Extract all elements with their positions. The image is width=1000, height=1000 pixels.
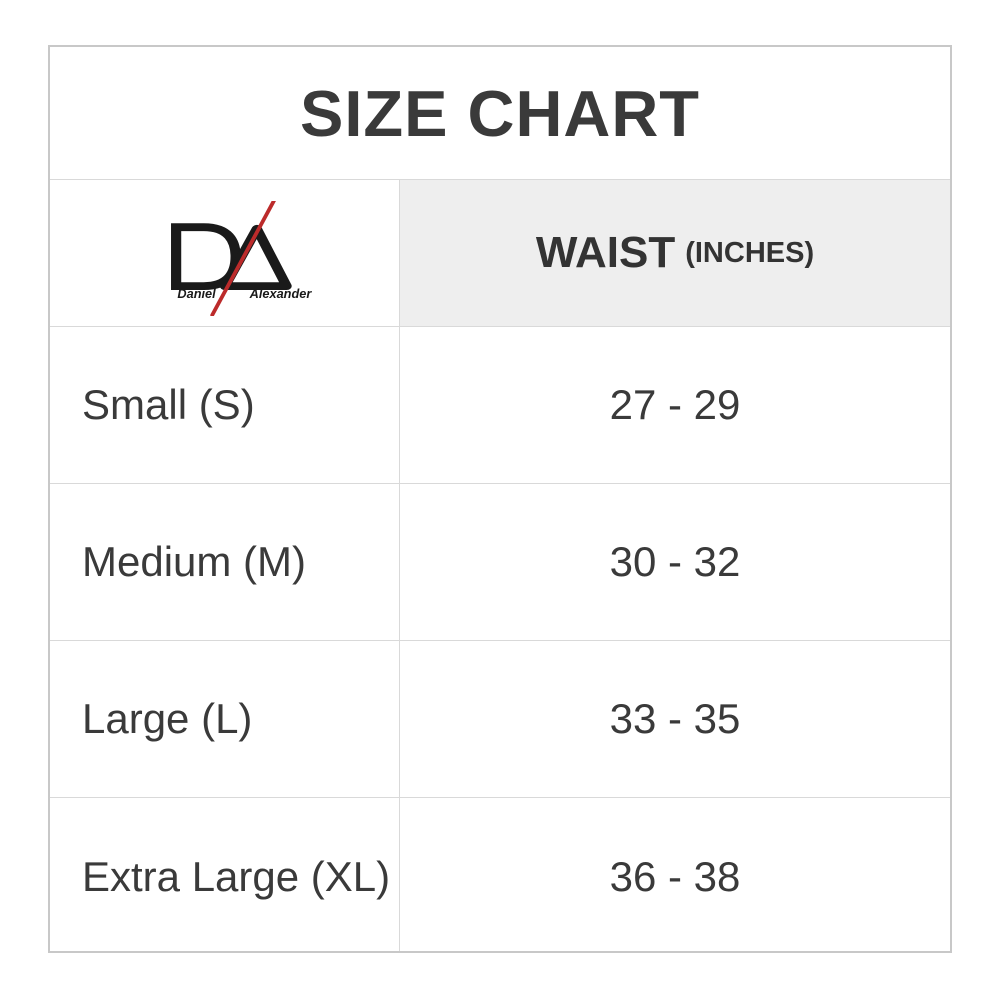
svg-text:Daniel: Daniel [177, 286, 216, 301]
svg-text:Alexander: Alexander [248, 286, 312, 301]
